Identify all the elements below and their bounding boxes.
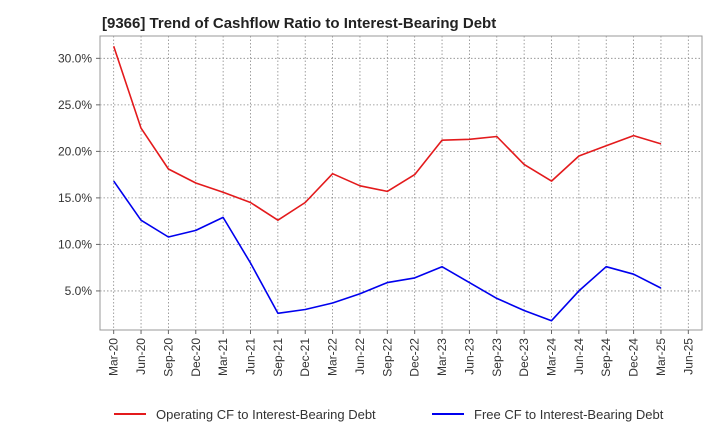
x-tick-label: Jun-22: [353, 338, 367, 375]
x-tick-label: Dec-23: [517, 338, 531, 377]
y-tick-label: 20.0%: [58, 144, 92, 158]
x-tick-label: Dec-22: [408, 338, 422, 377]
legend-label-operating-cf: Operating CF to Interest-Bearing Debt: [156, 407, 376, 422]
x-tick-label: Mar-23: [435, 338, 449, 376]
x-tick-label: Mar-22: [326, 338, 340, 376]
x-tick-label: Sep-20: [161, 338, 175, 377]
legend: Operating CF to Interest-Bearing Debt Fre…: [114, 407, 664, 422]
y-tick-label: 25.0%: [58, 98, 92, 112]
x-tick-label: Sep-23: [490, 338, 504, 377]
chart-title: [9366] Trend of Cashflow Ratio to Intere…: [102, 15, 497, 32]
x-tick-label: Sep-22: [380, 338, 394, 377]
y-tick-label: 30.0%: [58, 51, 92, 65]
x-tick-label: Mar-25: [654, 338, 668, 376]
x-tick-label: Dec-20: [189, 338, 203, 377]
series-line-free-cf: [113, 180, 662, 322]
y-tick-label: 5.0%: [65, 284, 93, 298]
x-tick-label: Sep-21: [271, 338, 285, 377]
x-tick-label: Dec-21: [298, 338, 312, 377]
x-tick-label: Jun-20: [134, 338, 148, 375]
x-tick-label: Mar-21: [216, 338, 230, 376]
y-tick-label: 10.0%: [58, 237, 92, 251]
x-tick-label: Dec-24: [627, 338, 641, 377]
y-axis-ticks: 5.0% 10.0% 15.0% 20.0% 25.0% 30.0%: [58, 51, 100, 298]
legend-label-free-cf: Free CF to Interest-Bearing Debt: [474, 407, 664, 422]
plot-area-frame: [99, 35, 703, 331]
x-tick-label: Jun-21: [244, 338, 258, 375]
series-lines: [112, 45, 662, 322]
x-tick-label: Sep-24: [599, 338, 613, 377]
y-tick-label: 15.0%: [58, 191, 92, 205]
x-axis-ticks: Mar-20 Jun-20 Sep-20 Dec-20 Mar-21 Jun-21 Sep-…: [107, 330, 695, 377]
x-tick-label: Jun-23: [462, 338, 476, 375]
x-tick-label: Mar-20: [107, 338, 121, 376]
plot-frame: [99, 35, 703, 331]
x-tick-label: Jun-24: [572, 338, 586, 375]
x-tick-label: Jun-25: [681, 338, 695, 375]
x-tick-label: Mar-24: [545, 338, 559, 376]
series-line-operating-cf: [112, 45, 662, 221]
